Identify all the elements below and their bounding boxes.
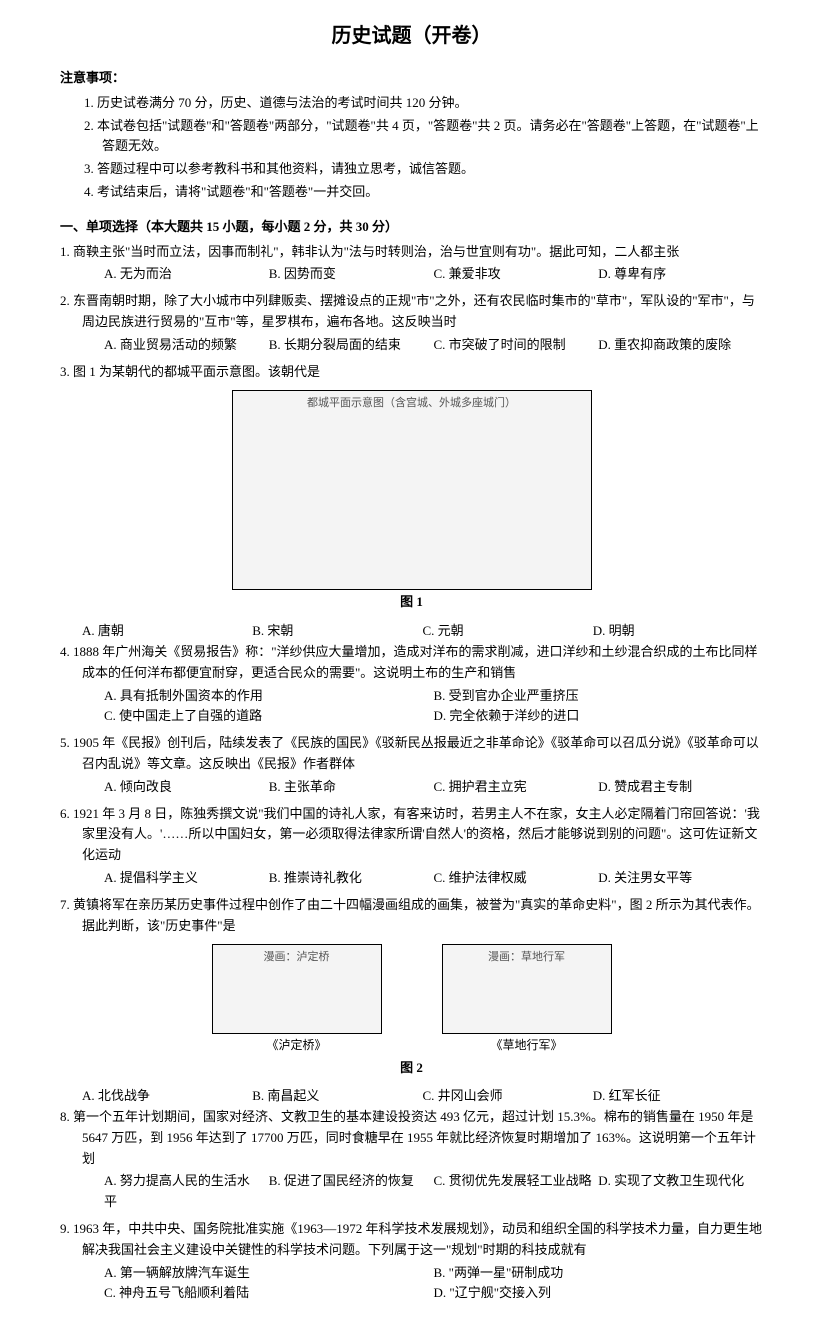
question-stem: 商鞅主张"当时而立法，因事而制礼"，韩非认为"法与时转则治，治与世宜则有功"。据… — [73, 244, 679, 259]
figure-1-block: 都城平面示意图（含宫城、外城多座城门） 图 1 — [60, 390, 763, 613]
question-7-options: A. 北伐战争 B. 南昌起义 C. 井冈山会师 D. 红军长征 — [60, 1086, 763, 1107]
question-stem: 1888 年广州海关《贸易报告》称："洋纱供应大量增加，造成对洋布的需求削减，进… — [73, 644, 758, 680]
option-a: A. 无为而治 — [104, 264, 269, 285]
option-d: D. "辽宁舰"交接入列 — [434, 1283, 764, 1304]
option-c: C. 贯彻优先发展轻工业战略 — [434, 1171, 599, 1213]
question-number: 4. — [60, 644, 70, 659]
option-d: D. 明朝 — [593, 621, 763, 642]
question-6-options: A. 提倡科学主义 B. 推崇诗礼教化 C. 维护法律权威 D. 关注男女平等 — [82, 868, 763, 889]
question-8-options: A. 努力提高人民的生活水平 B. 促进了国民经济的恢复 C. 贯彻优先发展轻工… — [82, 1171, 763, 1213]
figure-2-block: 漫画：泸定桥 《泸定桥》 漫画：草地行军 《草地行军》 图 2 — [60, 944, 763, 1078]
option-c: C. 市突破了时间的限制 — [434, 335, 599, 356]
option-a: A. 唐朝 — [82, 621, 252, 642]
question-stem: 第一个五年计划期间，国家对经济、文教卫生的基本建设投资达 493 亿元，超过计划… — [73, 1109, 756, 1166]
option-d: D. 尊卑有序 — [598, 264, 763, 285]
question-number: 6. — [60, 806, 70, 821]
question-stem: 图 1 为某朝代的都城平面示意图。该朝代是 — [73, 364, 320, 379]
question-5: 5. 1905 年《民报》创刊后，陆续发表了《民族的国民》《驳新民丛报最近之非革… — [60, 733, 763, 797]
figure-2-right: 漫画：草地行军 《草地行军》 — [442, 944, 612, 1055]
notice-header: 注意事项： — [60, 68, 763, 89]
option-a: A. 提倡科学主义 — [104, 868, 269, 889]
option-a: A. 倾向改良 — [104, 777, 269, 798]
notice-list: 1. 历史试卷满分 70 分，历史、道德与法治的考试时间共 120 分钟。 2.… — [60, 93, 763, 203]
option-a: A. 北伐战争 — [82, 1086, 252, 1107]
notice-item: 3. 答题过程中可以参考教科书和其他资料，请独立思考，诚信答题。 — [84, 159, 763, 180]
question-stem: 1963 年，中共中央、国务院批准实施《1963—1972 年科学技术发展规划》… — [73, 1221, 762, 1257]
option-b: B. 长期分裂局面的结束 — [269, 335, 434, 356]
option-d: D. 关注男女平等 — [598, 868, 763, 889]
question-number: 1. — [60, 244, 70, 259]
option-c: C. 元朝 — [423, 621, 593, 642]
question-1: 1. 商鞅主张"当时而立法，因事而制礼"，韩非认为"法与时转则治，治与世宜则有功… — [60, 242, 763, 286]
question-1-options: A. 无为而治 B. 因势而变 C. 兼爱非攻 D. 尊卑有序 — [82, 264, 763, 285]
question-4-options: A. 具有抵制外国资本的作用 B. 受到官办企业严重挤压 C. 使中国走上了自强… — [82, 686, 763, 728]
option-b: B. 受到官办企业严重挤压 — [434, 686, 764, 707]
option-b: B. "两弹一星"研制成功 — [434, 1263, 764, 1284]
option-c: C. 维护法律权威 — [434, 868, 599, 889]
option-d: D. 完全依赖于洋纱的进口 — [434, 706, 764, 727]
question-stem: 1921 年 3 月 8 日，陈独秀撰文说"我们中国的诗礼人家，有客来访时，若男… — [73, 806, 760, 863]
question-2: 2. 东晋南朝时期，除了大小城市中列肆贩卖、摆摊设点的正规"市"之外，还有农民临… — [60, 291, 763, 355]
option-b: B. 主张革命 — [269, 777, 434, 798]
option-d: D. 赞成君主专制 — [598, 777, 763, 798]
option-c: C. 兼爱非攻 — [434, 264, 599, 285]
option-b: B. 促进了国民经济的恢复 — [269, 1171, 434, 1213]
question-9-options: A. 第一辆解放牌汽车诞生 B. "两弹一星"研制成功 C. 神舟五号飞船顺利着… — [82, 1263, 763, 1305]
option-c: C. 使中国走上了自强的道路 — [104, 706, 434, 727]
question-number: 2. — [60, 293, 70, 308]
figure-1-image: 都城平面示意图（含宫城、外城多座城门） — [232, 390, 592, 590]
option-c: C. 神舟五号飞船顺利着陆 — [104, 1283, 434, 1304]
option-c: C. 拥护君主立宪 — [434, 777, 599, 798]
question-stem: 黄镇将军在亲历某历史事件过程中创作了由二十四幅漫画组成的画集，被誉为"真实的革命… — [73, 897, 760, 933]
question-number: 3. — [60, 364, 70, 379]
question-number: 8. — [60, 1109, 70, 1124]
option-a: A. 第一辆解放牌汽车诞生 — [104, 1263, 434, 1284]
option-a: A. 努力提高人民的生活水平 — [104, 1171, 269, 1213]
figure-2-left: 漫画：泸定桥 《泸定桥》 — [212, 944, 382, 1055]
question-number: 9. — [60, 1221, 70, 1236]
option-b: B. 因势而变 — [269, 264, 434, 285]
question-8: 8. 第一个五年计划期间，国家对经济、文教卫生的基本建设投资达 493 亿元，超… — [60, 1107, 763, 1213]
figure-2-caption: 图 2 — [60, 1058, 763, 1079]
question-6: 6. 1921 年 3 月 8 日，陈独秀撰文说"我们中国的诗礼人家，有客来访时… — [60, 804, 763, 889]
option-a: A. 商业贸易活动的频繁 — [104, 335, 269, 356]
question-number: 5. — [60, 735, 70, 750]
question-4: 4. 1888 年广州海关《贸易报告》称："洋纱供应大量增加，造成对洋布的需求削… — [60, 642, 763, 727]
question-2-options: A. 商业贸易活动的频繁 B. 长期分裂局面的结束 C. 市突破了时间的限制 D… — [82, 335, 763, 356]
option-d: D. 重农抑商政策的废除 — [598, 335, 763, 356]
question-number: 7. — [60, 897, 70, 912]
question-stem: 1905 年《民报》创刊后，陆续发表了《民族的国民》《驳新民丛报最近之非革命论》… — [73, 735, 759, 771]
notice-item: 4. 考试结束后，请将"试题卷"和"答题卷"一并交回。 — [84, 182, 763, 203]
notice-item: 2. 本试卷包括"试题卷"和"答题卷"两部分，"试题卷"共 4 页，"答题卷"共… — [84, 116, 763, 158]
figure-2-right-image: 漫画：草地行军 — [442, 944, 612, 1034]
option-d: D. 红军长征 — [593, 1086, 763, 1107]
question-3: 3. 图 1 为某朝代的都城平面示意图。该朝代是 — [60, 362, 763, 383]
question-5-options: A. 倾向改良 B. 主张革命 C. 拥护君主立宪 D. 赞成君主专制 — [82, 777, 763, 798]
option-a: A. 具有抵制外国资本的作用 — [104, 686, 434, 707]
question-9: 9. 1963 年，中共中央、国务院批准实施《1963—1972 年科学技术发展… — [60, 1219, 763, 1304]
figure-2-left-caption: 《泸定桥》 — [212, 1036, 382, 1055]
option-d: D. 实现了文教卫生现代化 — [598, 1171, 763, 1213]
section-1-header: 一、单项选择（本大题共 15 小题，每小题 2 分，共 30 分） — [60, 217, 763, 238]
question-stem: 东晋南朝时期，除了大小城市中列肆贩卖、摆摊设点的正规"市"之外，还有农民临时集市… — [73, 293, 755, 329]
option-c: C. 井冈山会师 — [423, 1086, 593, 1107]
page-title: 历史试题（开卷） — [60, 20, 763, 52]
option-b: B. 南昌起义 — [252, 1086, 422, 1107]
question-3-options: A. 唐朝 B. 宋朝 C. 元朝 D. 明朝 — [60, 621, 763, 642]
option-b: B. 宋朝 — [252, 621, 422, 642]
option-b: B. 推崇诗礼教化 — [269, 868, 434, 889]
question-7: 7. 黄镇将军在亲历某历史事件过程中创作了由二十四幅漫画组成的画集，被誉为"真实… — [60, 895, 763, 937]
notice-item: 1. 历史试卷满分 70 分，历史、道德与法治的考试时间共 120 分钟。 — [84, 93, 763, 114]
figure-2-left-image: 漫画：泸定桥 — [212, 944, 382, 1034]
figure-2-right-caption: 《草地行军》 — [442, 1036, 612, 1055]
figure-1-caption: 图 1 — [60, 592, 763, 613]
